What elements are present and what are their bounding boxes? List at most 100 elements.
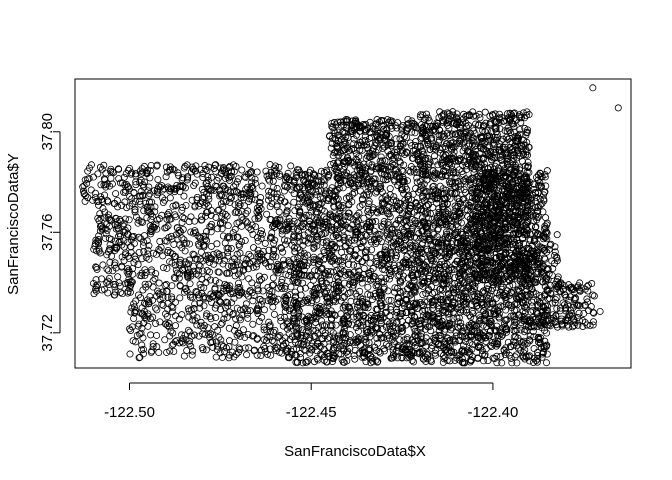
data-point [321,329,329,337]
data-point [320,176,328,184]
data-point [486,112,494,120]
data-point [304,357,312,365]
data-point [396,142,404,150]
data-point [199,257,207,265]
data-point [260,326,268,334]
data-point [166,194,174,202]
data-point [271,326,279,334]
data-point [408,117,416,125]
data-point [438,286,446,294]
data-point [258,182,266,190]
data-point [424,209,432,217]
data-point [334,278,342,286]
data-point [378,258,386,266]
data-point [217,191,225,199]
data-point [342,140,350,148]
data-point [218,319,226,327]
data-point [523,108,531,116]
data-point [496,143,504,151]
data-point [351,189,359,197]
data-point [462,112,470,120]
data-point [453,244,461,252]
data-point [163,264,171,272]
data-point [354,161,362,169]
data-point [225,337,233,345]
data-point [443,129,451,137]
data-point [236,346,244,354]
data-point [211,323,219,331]
data-point [399,287,407,295]
data-point [381,266,389,274]
data-point [270,310,278,318]
data-point [421,262,429,270]
data-point [435,310,443,318]
data-point [326,322,334,330]
data-point [449,284,457,292]
data-point [324,302,332,310]
data-point [166,258,174,266]
data-point [278,227,286,235]
data-point [229,229,237,237]
data-point [235,291,243,299]
data-point [489,354,497,362]
data-point [274,333,282,341]
data-point [453,257,461,265]
data-point [451,174,459,182]
data-point [247,189,255,197]
data-point [146,190,154,198]
data-point [311,312,319,320]
data-point [447,137,455,145]
data-point [395,261,403,269]
data-point [430,247,438,255]
data-point [291,336,299,344]
data-point [430,219,438,227]
data-point [202,232,210,240]
data-point [503,117,511,125]
data-point [341,303,349,311]
data-point [364,124,372,132]
data-point [335,234,343,242]
data-point [305,259,313,267]
data-point [445,117,453,125]
data-point [430,126,438,134]
data-point [226,162,234,170]
data-point [276,170,284,178]
data-point [351,355,359,363]
data-point [275,265,283,273]
data-point [389,346,397,354]
data-point [436,266,444,274]
data-point [401,196,409,204]
data-point [180,352,188,360]
data-point [439,295,447,303]
data-point [353,337,361,345]
data-point [519,208,527,216]
data-point [322,279,330,287]
data-point [418,205,426,213]
data-point [95,197,103,205]
data-point [410,168,418,176]
data-point [360,312,368,320]
data-point [406,291,414,299]
data-point [282,347,290,355]
data-point [465,273,473,281]
data-point [106,246,114,254]
data-point [398,318,406,326]
data-point [369,151,377,159]
data-point [153,306,161,314]
data-point [187,342,195,350]
data-point [302,211,310,219]
data-point [456,250,464,258]
data-point [151,187,159,195]
data-point [207,338,215,346]
data-point [166,347,174,355]
data-point [410,312,418,320]
data-point [376,157,384,165]
data-point [200,243,208,251]
data-point [477,315,485,323]
data-point [437,149,445,157]
data-point [189,347,197,355]
data-point [385,119,393,127]
data-point [388,354,396,362]
data-point [465,142,473,150]
data-point [282,176,290,184]
